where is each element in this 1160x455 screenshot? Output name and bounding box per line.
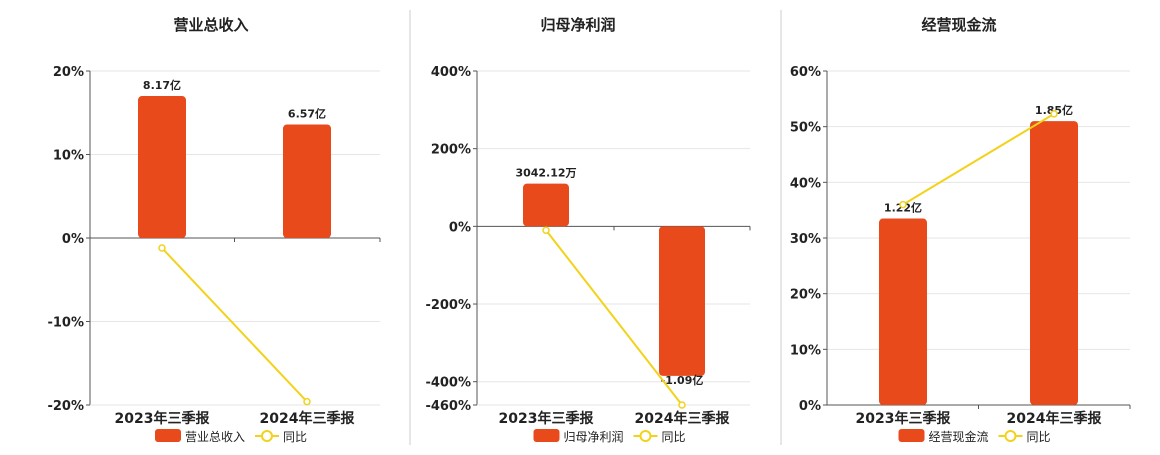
legend-line-marker bbox=[1004, 430, 1017, 442]
x-category-label: 2023年三季报 bbox=[856, 410, 951, 427]
legend-bar-label: 经营现金流 bbox=[929, 429, 989, 444]
y-tick-label: 200% bbox=[431, 143, 471, 158]
x-category-label: 2023年三季报 bbox=[115, 410, 210, 427]
y-tick-label: -400% bbox=[425, 376, 471, 391]
yoy-line bbox=[545, 229, 683, 406]
y-tick-label: 10% bbox=[53, 149, 84, 164]
y-tick-label: 10% bbox=[790, 343, 821, 358]
bar-1 bbox=[879, 218, 927, 405]
yoy-point-2 bbox=[303, 397, 311, 406]
chart-title: 归母净利润 bbox=[540, 16, 615, 34]
y-tick-label: 0% bbox=[62, 232, 84, 247]
bar-1 bbox=[138, 96, 186, 238]
yoy-line bbox=[161, 247, 308, 403]
bar-2 bbox=[659, 226, 705, 376]
bar-data-label: 1.85亿 bbox=[1035, 103, 1073, 117]
legend-line-label: 同比 bbox=[1027, 430, 1051, 444]
bar-2 bbox=[1030, 121, 1078, 405]
legend-bar-label: 营业总收入 bbox=[185, 430, 245, 444]
x-category-label: 2024年三季报 bbox=[635, 410, 730, 427]
chart-title: 营业总收入 bbox=[173, 16, 248, 34]
y-tick-label: -20% bbox=[47, 399, 84, 414]
yoy-point-1 bbox=[542, 226, 550, 234]
y-tick-label: 0% bbox=[799, 399, 821, 414]
y-tick-label: 400% bbox=[431, 65, 471, 80]
x-category-label: 2024年三季报 bbox=[260, 410, 355, 427]
yoy-line bbox=[902, 113, 1055, 206]
legend-line-marker bbox=[639, 430, 652, 442]
y-tick-label: -200% bbox=[425, 298, 471, 313]
bar-data-label: 8.17亿 bbox=[143, 78, 181, 92]
y-tick-label: -460% bbox=[425, 399, 471, 414]
legend-bar-swatch bbox=[898, 429, 925, 442]
y-tick-label: 20% bbox=[53, 65, 84, 80]
y-tick-label: 60% bbox=[790, 65, 821, 80]
yoy-point-2 bbox=[678, 401, 686, 409]
yoy-point-1 bbox=[158, 244, 166, 252]
chart-title: 经营现金流 bbox=[921, 16, 996, 34]
legend-line-label: 同比 bbox=[662, 430, 686, 444]
bar-1 bbox=[523, 183, 569, 227]
y-tick-label: 40% bbox=[790, 176, 821, 191]
legend-bar-swatch bbox=[533, 429, 560, 442]
y-tick-label: 50% bbox=[790, 121, 821, 136]
bar-data-label: 3042.12万 bbox=[515, 167, 576, 180]
chart-panel-2: 归母净利润 400% 200% 0% -200% -400% -460% 3042.12万 -1… bbox=[425, 16, 751, 444]
yoy-point-2 bbox=[1050, 110, 1058, 118]
legend-line-label: 同比 bbox=[283, 430, 307, 444]
chart-panel-1: 营业总收入 20% 10% 0% -10% -20% 8.17亿 6.57亿 2023年三季报 2… bbox=[47, 16, 381, 444]
bar-2 bbox=[283, 124, 331, 238]
y-tick-label: 20% bbox=[790, 288, 821, 303]
x-category-label: 2023年三季报 bbox=[499, 410, 594, 427]
y-tick-label: -10% bbox=[47, 316, 84, 331]
y-tick-label: 0% bbox=[449, 220, 471, 235]
y-tick-label: 30% bbox=[790, 232, 821, 247]
legend-bar-swatch bbox=[155, 429, 181, 442]
bar-data-label: 6.57亿 bbox=[288, 106, 326, 120]
chart-panel-3: 经营现金流60%50%40%30%20%10%0%1.22亿1.85亿2023年… bbox=[790, 16, 1131, 444]
x-category-label: 2024年三季报 bbox=[1007, 410, 1102, 427]
yoy-point-1 bbox=[899, 200, 907, 209]
legend-bar-label: 归母净利润 bbox=[564, 430, 624, 444]
legend-line-marker bbox=[261, 430, 273, 442]
bar-data-label: -1.09亿 bbox=[661, 373, 704, 387]
